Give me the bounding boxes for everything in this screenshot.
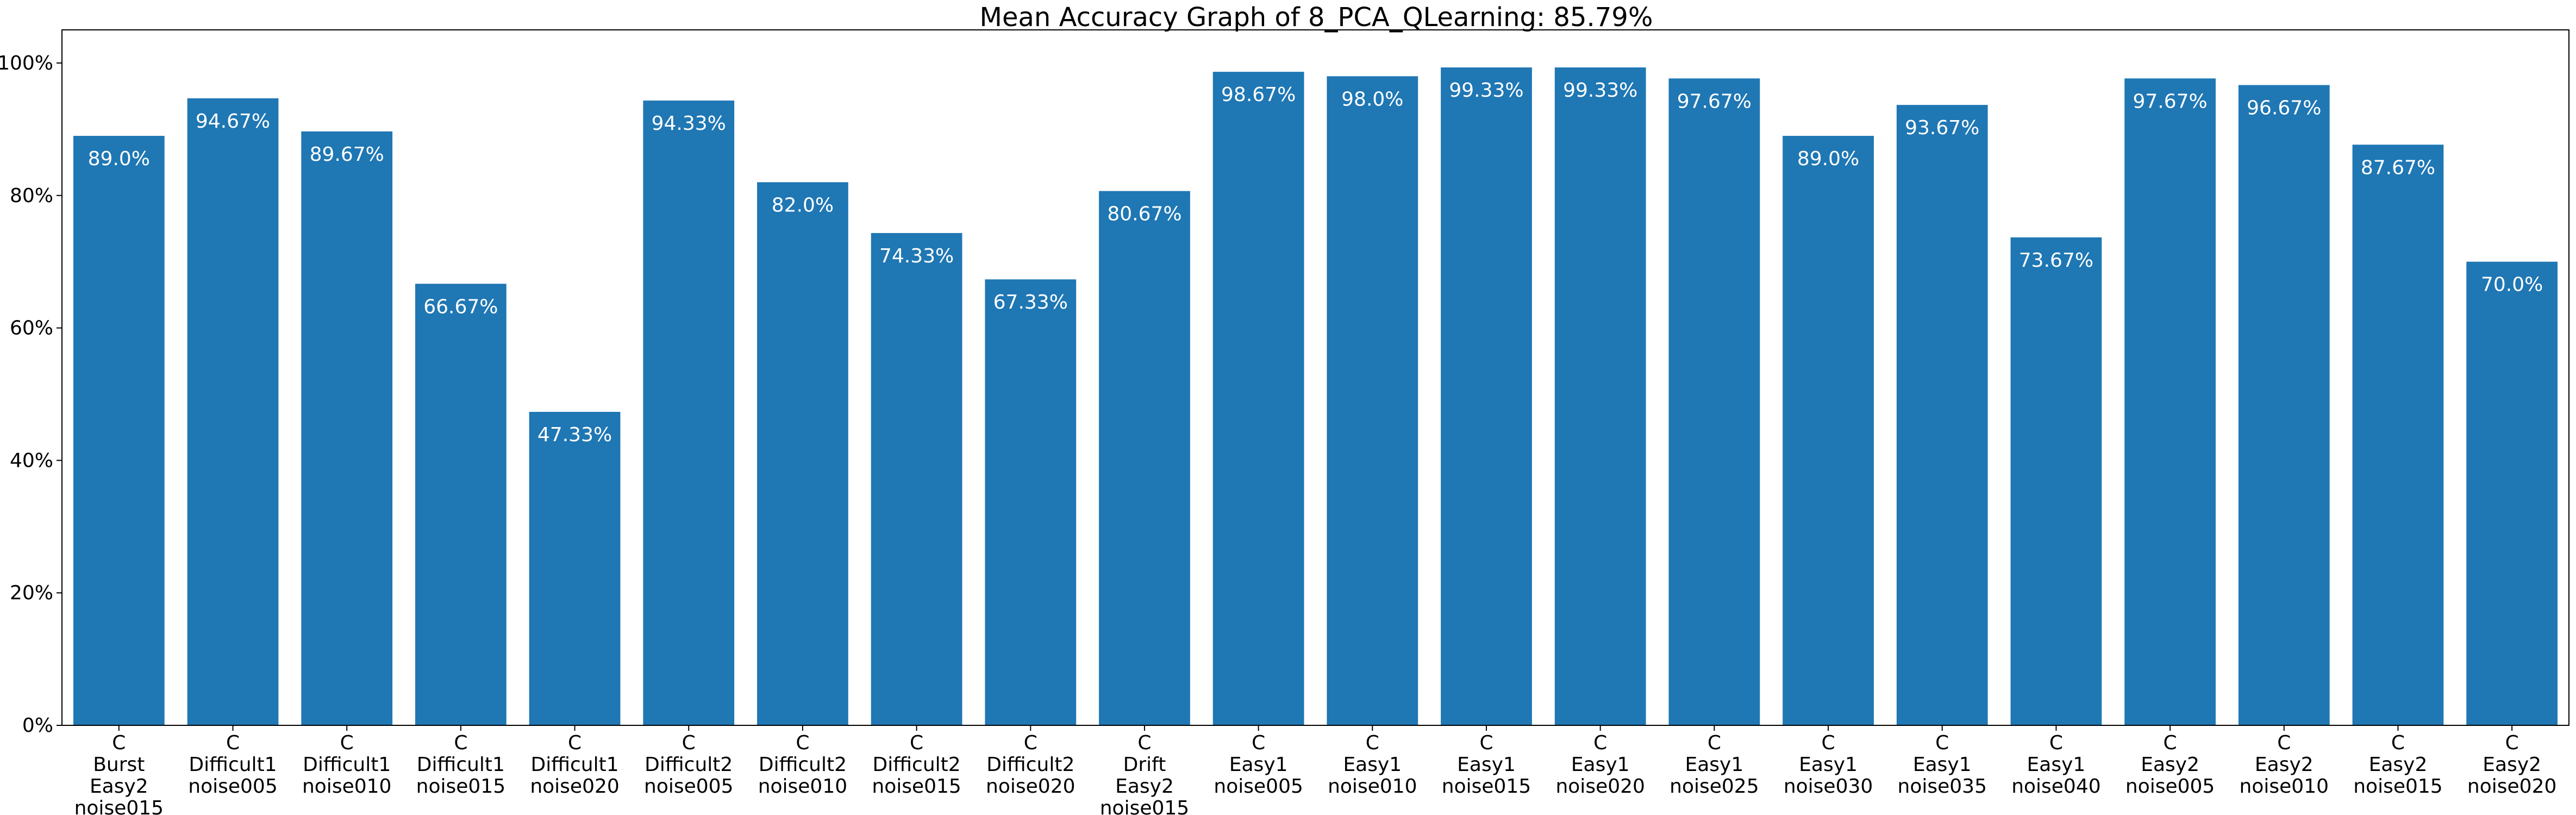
bar-value-label: 89.0% [88, 148, 150, 170]
chart-title: Mean Accuracy Graph of 8_PCA_QLearning: … [980, 2, 1653, 33]
bar [1327, 76, 1418, 725]
bar-value-label: 98.0% [1341, 88, 1403, 110]
x-tick-label: C Easy1 noise010 [1328, 732, 1417, 798]
x-tick-label: C Easy2 noise020 [2467, 732, 2556, 798]
bar [187, 98, 279, 725]
x-tick-label: C Difficult2 noise020 [986, 732, 1075, 798]
x-tick-label: C Easy1 noise025 [1670, 732, 1759, 798]
y-tick-label: 80% [10, 185, 53, 207]
y-tick-label: 100% [0, 52, 53, 74]
bar [1554, 67, 1646, 726]
bar-value-label: 93.67% [1905, 117, 1979, 139]
x-tick-label: C Difficult2 noise015 [872, 732, 961, 798]
bar [2124, 78, 2216, 725]
x-tick-label: C Difficult1 noise010 [302, 732, 391, 798]
bar [1783, 136, 1874, 726]
x-tick-label: C Easy2 noise015 [2353, 732, 2442, 798]
y-tick-label: 60% [10, 317, 53, 340]
bar-value-label: 94.33% [652, 112, 726, 135]
x-tick-label: C Burst Easy2 noise015 [74, 732, 164, 815]
bar [1212, 72, 1304, 725]
bar [757, 182, 848, 725]
x-tick-label: C Easy1 noise020 [1555, 732, 1645, 798]
x-tick-label: C Difficult2 noise005 [644, 732, 733, 798]
bar [1441, 67, 1532, 726]
bar-value-label: 74.33% [879, 245, 954, 267]
y-tick-label: 40% [10, 449, 53, 472]
x-tick-label: C Difficult2 noise010 [758, 732, 847, 798]
x-tick-label: C Easy1 noise015 [1442, 732, 1531, 798]
bar-value-label: 47.33% [537, 424, 612, 446]
y-axis: 0% 20% 40% 60% 80% 100% [0, 52, 62, 737]
bars-group [73, 67, 2558, 726]
bar [2466, 261, 2558, 726]
bar [2238, 85, 2330, 726]
bar-value-label: 70.0% [2481, 274, 2543, 296]
bar-value-label: 87.67% [2361, 156, 2435, 179]
x-tick-label: C Difficult1 noise020 [530, 732, 619, 798]
bar-value-label: 96.67% [2247, 97, 2321, 120]
bar [301, 131, 393, 725]
bar-value-label: 97.67% [1677, 90, 1752, 112]
bar [73, 136, 165, 726]
bar [2352, 145, 2444, 725]
bar-value-label: 94.67% [196, 110, 270, 133]
x-axis: C Burst Easy2 noise015 C Difficult1 noise005 C D… [74, 725, 2556, 815]
y-tick-label: 0% [22, 714, 53, 737]
bar [415, 284, 507, 725]
bar-value-label: 99.33% [1449, 79, 1523, 102]
x-tick-label: C Easy1 noise035 [1898, 732, 1987, 798]
x-tick-label: C Easy2 noise005 [2125, 732, 2215, 798]
bar-value-label: 80.67% [1107, 203, 1181, 225]
x-tick-label: C Easy1 noise040 [2011, 732, 2100, 798]
bar [1896, 105, 1988, 726]
x-tick-label: C Difficult1 noise015 [416, 732, 505, 798]
bar-value-label: 66.67% [423, 296, 498, 318]
bar [643, 101, 735, 725]
y-tick-label: 20% [10, 582, 53, 604]
x-tick-label: C Easy1 noise005 [1214, 732, 1303, 798]
bar [1099, 191, 1190, 725]
bar-labels-group: 89.0% 94.67% 89.67% 66.67% 47.33% 94.33% 82.0%… [88, 79, 2543, 446]
bar [529, 412, 621, 725]
bar-value-label: 99.33% [1563, 79, 1637, 102]
bar-value-label: 89.67% [310, 143, 384, 166]
x-tick-label: C Easy1 noise030 [1784, 732, 1873, 798]
bar [871, 233, 962, 725]
x-tick-label: C Drift Easy2 noise015 [1100, 732, 1189, 815]
bar-value-label: 73.67% [2019, 249, 2093, 272]
bar [985, 279, 1077, 725]
plot-frame [61, 29, 2569, 726]
bar-value-label: 82.0% [772, 194, 834, 216]
bar-value-label: 67.33% [993, 291, 1068, 314]
bar-value-label: 97.67% [2133, 90, 2207, 112]
bar-value-label: 98.67% [1221, 84, 1296, 106]
bar [1668, 78, 1760, 725]
bar [2010, 237, 2102, 725]
x-tick-label: C Difficult1 noise005 [188, 732, 277, 798]
bar-value-label: 89.0% [1797, 148, 1859, 170]
x-tick-label: C Easy2 noise010 [2240, 732, 2329, 798]
